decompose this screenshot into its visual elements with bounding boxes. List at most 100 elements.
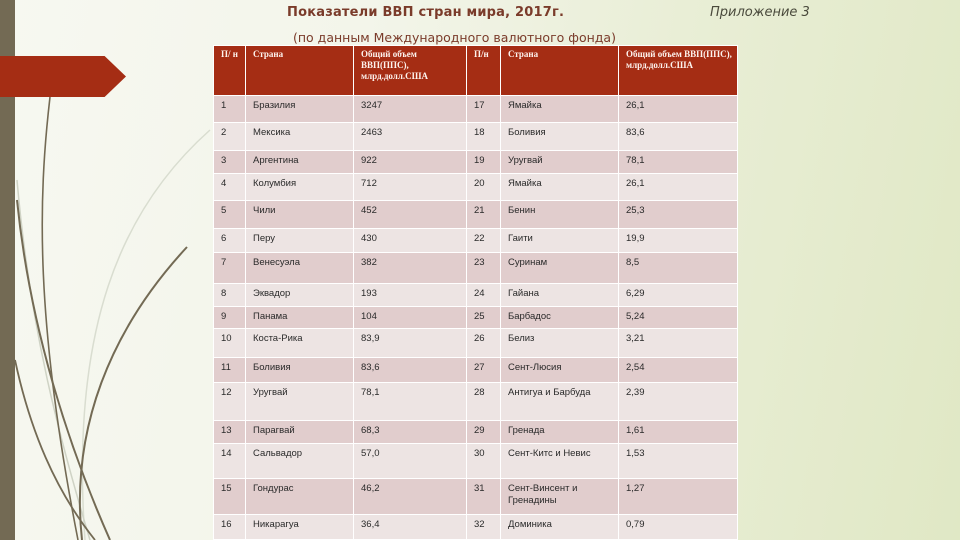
gdp-value: 36,4 [353, 514, 467, 540]
table-row: 3 Аргентина 922 19 Уругвай 78,1 [213, 150, 738, 174]
slide-subtitle: (по данным Международного валютного фонд… [293, 30, 616, 45]
country-name: Чили [245, 200, 354, 229]
country-name: Уругвай [500, 150, 619, 174]
row-number: 28 [466, 382, 501, 421]
gdp-value: 19,9 [618, 228, 738, 253]
row-number: 30 [466, 443, 501, 479]
gdp-value: 1,61 [618, 420, 738, 444]
gdp-value: 83,6 [618, 122, 738, 151]
country-name: Гаити [500, 228, 619, 253]
table-header-row: П/ н Страна Общий объем ВВП(ППС), млрд.д… [213, 45, 738, 96]
country-name: Антигуа и Барбуда [500, 382, 619, 421]
slide-title: Показатели ВВП стран мира, 2017г. [287, 5, 565, 20]
table-row: 2 Мексика 2463 18 Боливия 83,6 [213, 122, 738, 151]
gdp-value: 0,79 [618, 514, 738, 540]
country-name: Гренада [500, 420, 619, 444]
row-number: 23 [466, 252, 501, 284]
table-row: 7 Венесуэла 382 23 Суринам 8,5 [213, 252, 738, 284]
row-number: 9 [213, 306, 246, 329]
country-name: Мексика [245, 122, 354, 151]
gdp-value: 46,2 [353, 478, 467, 515]
table-row: 1 Бразилия 3247 17 Ямайка 26,1 [213, 95, 738, 123]
row-number: 10 [213, 328, 246, 358]
country-name: Венесуэла [245, 252, 354, 284]
gdp-value: 712 [353, 173, 467, 201]
section-arrow-marker [0, 56, 126, 97]
row-number: 22 [466, 228, 501, 253]
row-number: 25 [466, 306, 501, 329]
country-name: Доминика [500, 514, 619, 540]
row-number: 19 [466, 150, 501, 174]
table-row: 9 Панама 104 25 Барбадос 5,24 [213, 306, 738, 329]
gdp-value: 3,21 [618, 328, 738, 358]
table-row: 11 Боливия 83,6 27 Сент-Люсия 2,54 [213, 357, 738, 383]
table-row: 8 Эквадор 193 24 Гайана 6,29 [213, 283, 738, 307]
table-row: 10 Коста-Рика 83,9 26 Белиз 3,21 [213, 328, 738, 358]
country-name: Ямайка [500, 95, 619, 123]
row-number: 8 [213, 283, 246, 307]
row-number: 4 [213, 173, 246, 201]
slide-left-bar [0, 0, 15, 540]
row-number: 26 [466, 328, 501, 358]
row-number: 13 [213, 420, 246, 444]
gdp-value: 26,1 [618, 173, 738, 201]
row-number: 21 [466, 200, 501, 229]
gdp-value: 382 [353, 252, 467, 284]
country-name: Боливия [500, 122, 619, 151]
header-country-2: Страна [500, 45, 619, 96]
row-number: 24 [466, 283, 501, 307]
country-name: Сент-Люсия [500, 357, 619, 383]
row-number: 18 [466, 122, 501, 151]
row-number: 20 [466, 173, 501, 201]
gdp-value: 430 [353, 228, 467, 253]
country-name: Бразилия [245, 95, 354, 123]
header-gdp-1: Общий объем ВВП(ППС), млрд.долл.США [353, 45, 467, 96]
country-name: Сент-Винсент и Гренадины [500, 478, 619, 515]
country-name: Парагвай [245, 420, 354, 444]
gdp-value: 5,24 [618, 306, 738, 329]
gdp-table: П/ н Страна Общий объем ВВП(ППС), млрд.д… [213, 45, 738, 540]
country-name: Перу [245, 228, 354, 253]
row-number: 27 [466, 357, 501, 383]
header-number-1: П/ н [213, 45, 246, 96]
header-country-1: Страна [245, 45, 354, 96]
row-number: 17 [466, 95, 501, 123]
row-number: 1 [213, 95, 246, 123]
gdp-value: 1,27 [618, 478, 738, 515]
country-name: Барбадос [500, 306, 619, 329]
gdp-value: 25,3 [618, 200, 738, 229]
country-name: Уругвай [245, 382, 354, 421]
gdp-value: 1,53 [618, 443, 738, 479]
gdp-value: 78,1 [618, 150, 738, 174]
gdp-value: 3247 [353, 95, 467, 123]
country-name: Панама [245, 306, 354, 329]
gdp-value: 78,1 [353, 382, 467, 421]
gdp-value: 26,1 [618, 95, 738, 123]
country-name: Эквадор [245, 283, 354, 307]
gdp-value: 8,5 [618, 252, 738, 284]
row-number: 31 [466, 478, 501, 515]
row-number: 2 [213, 122, 246, 151]
gdp-value: 57,0 [353, 443, 467, 479]
table-row: 4 Колумбия 712 20 Ямайка 26,1 [213, 173, 738, 201]
table-row: 15 Гондурас 46,2 31 Сент-Винсент и Грена… [213, 478, 738, 515]
table-row: 16 Никарагуа 36,4 32 Доминика 0,79 [213, 514, 738, 540]
row-number: 16 [213, 514, 246, 540]
gdp-value: 104 [353, 306, 467, 329]
row-number: 7 [213, 252, 246, 284]
country-name: Сальвадор [245, 443, 354, 479]
table-row: 12 Уругвай 78,1 28 Антигуа и Барбуда 2,3… [213, 382, 738, 421]
row-number: 32 [466, 514, 501, 540]
table-row: 14 Сальвадор 57,0 30 Сент-Китс и Невис 1… [213, 443, 738, 479]
gdp-value: 2,54 [618, 357, 738, 383]
country-name: Бенин [500, 200, 619, 229]
gdp-value: 83,6 [353, 357, 467, 383]
country-name: Коста-Рика [245, 328, 354, 358]
row-number: 11 [213, 357, 246, 383]
gdp-value: 6,29 [618, 283, 738, 307]
appendix-label: Приложение 3 [710, 5, 810, 20]
country-name: Колумбия [245, 173, 354, 201]
country-name: Сент-Китс и Невис [500, 443, 619, 479]
gdp-value: 83,9 [353, 328, 467, 358]
row-number: 5 [213, 200, 246, 229]
